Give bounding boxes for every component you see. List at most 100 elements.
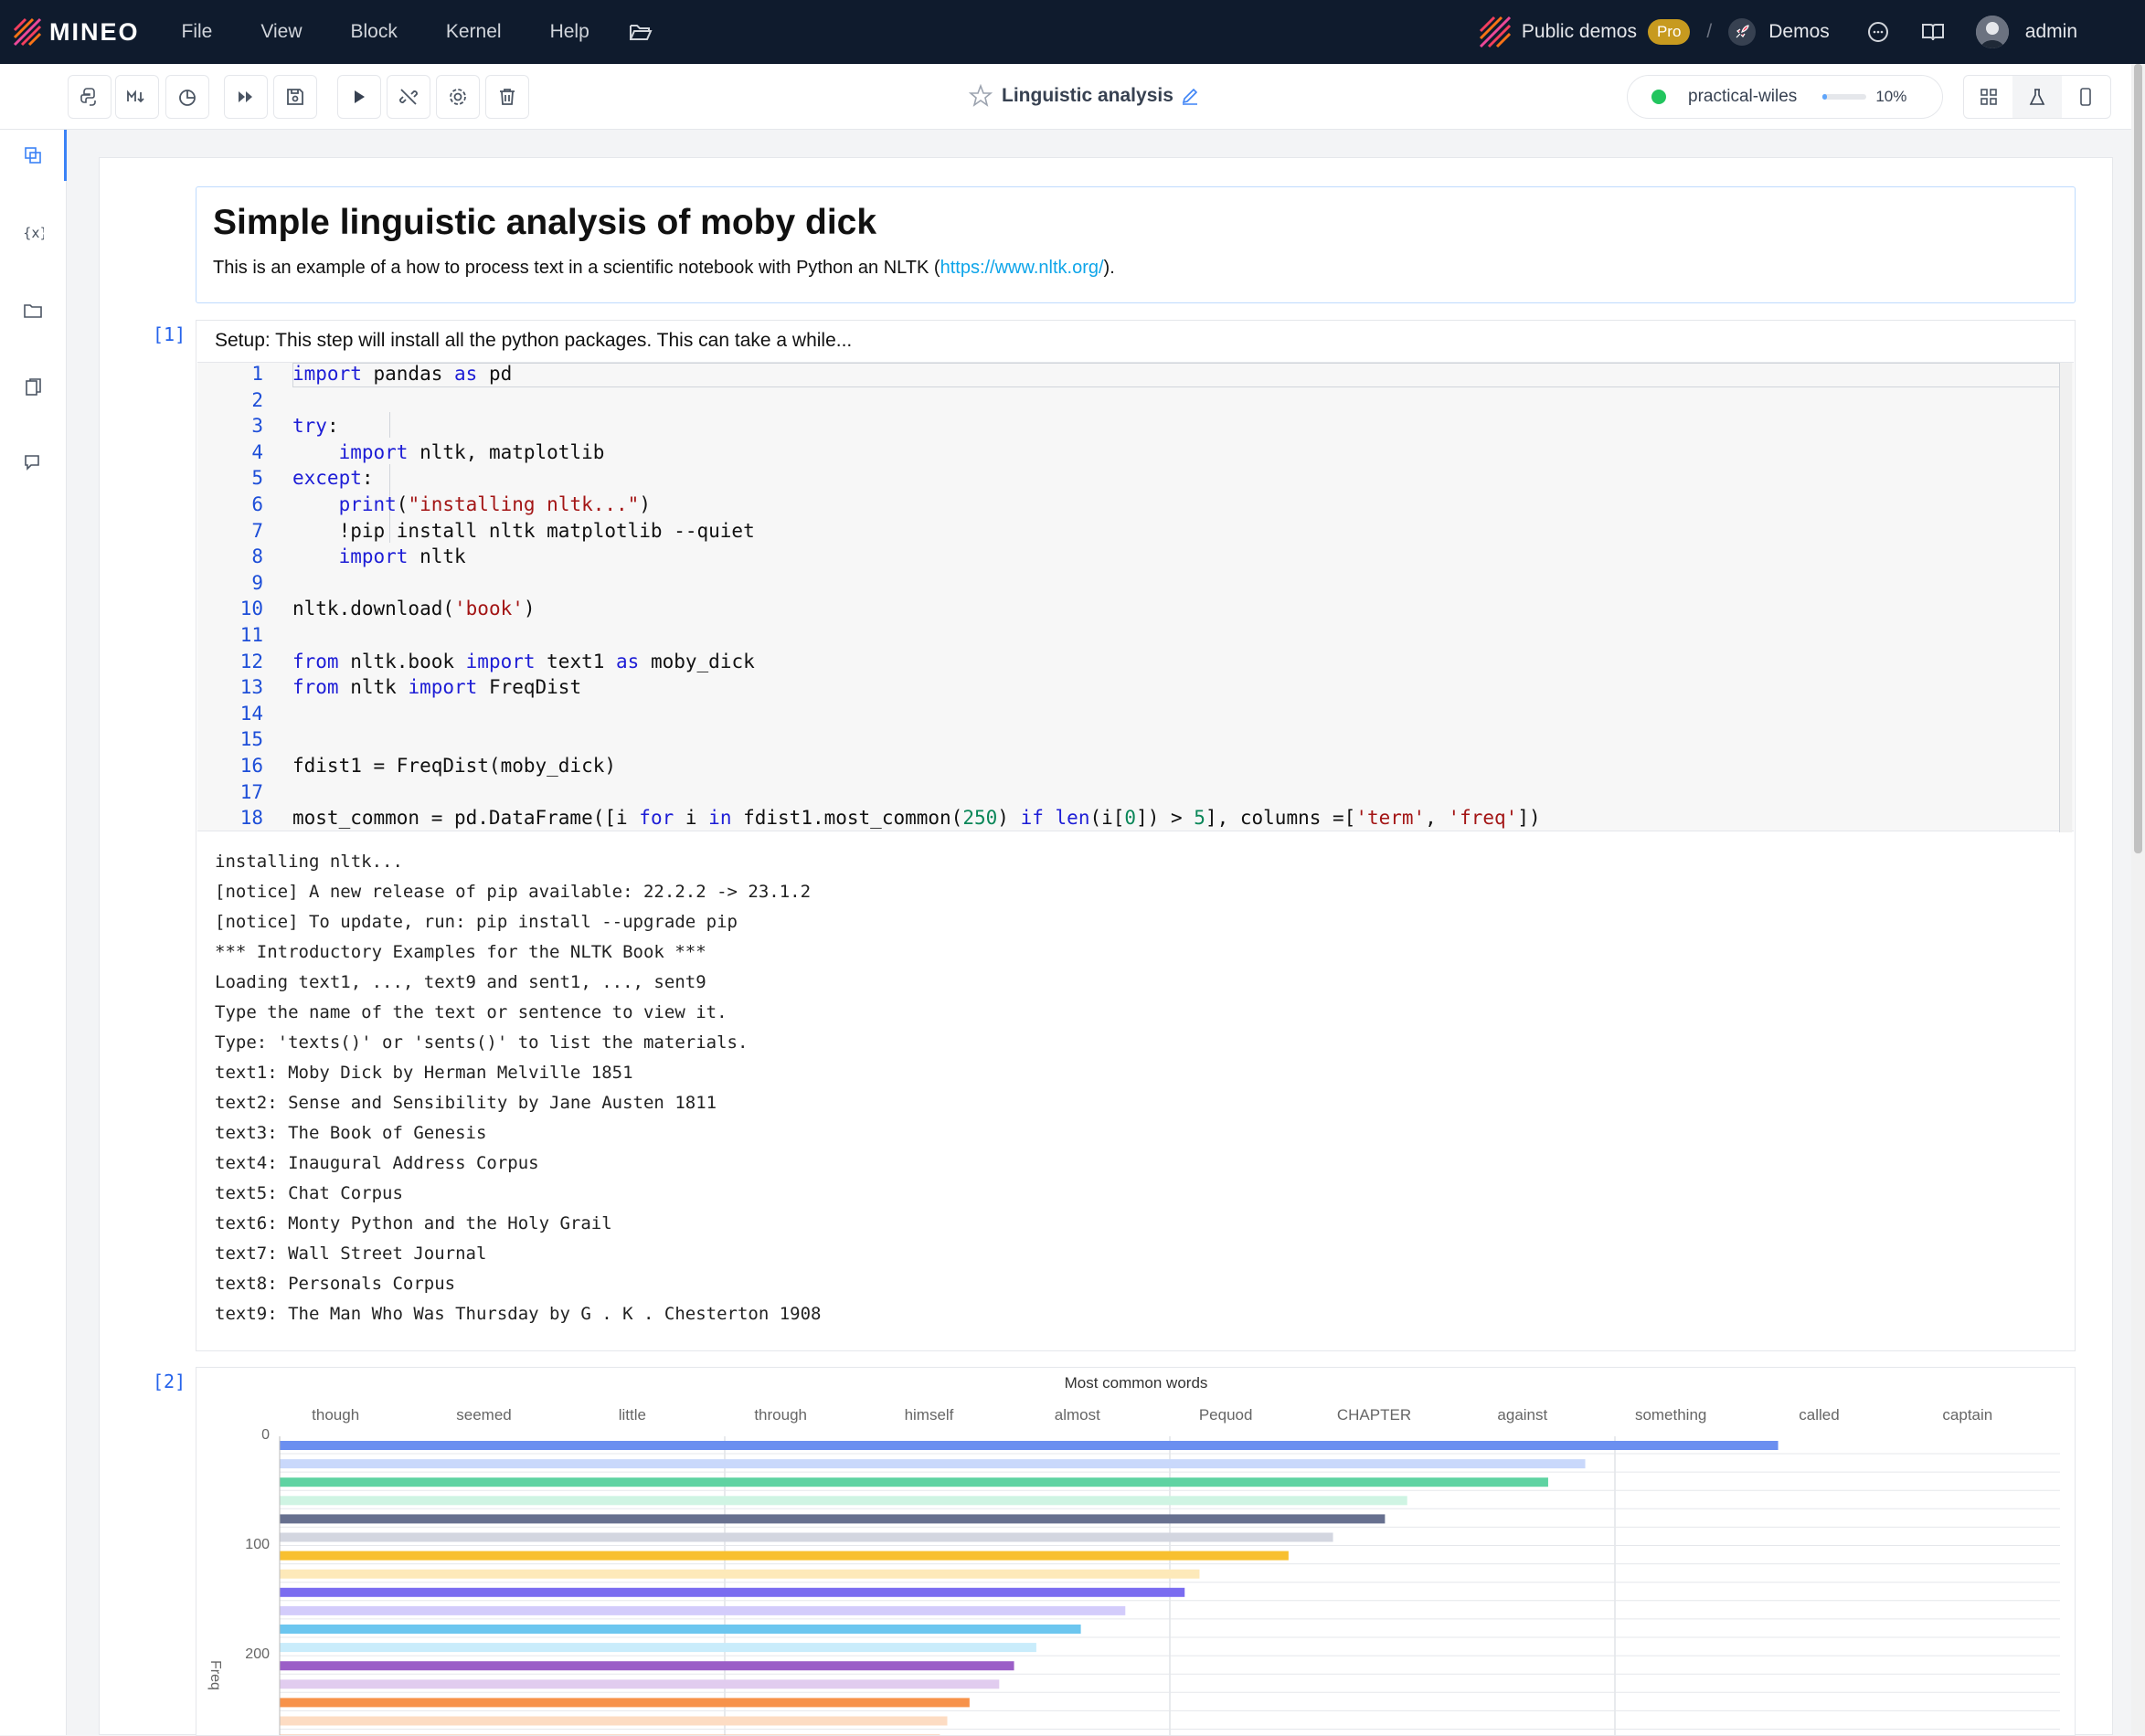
top-axis-label: captain xyxy=(1942,1406,1992,1424)
add-chart-block-button[interactable] xyxy=(165,75,209,119)
line-number: 2 xyxy=(251,388,263,411)
line-number: 6 xyxy=(251,493,263,515)
notebook-title: Linguistic analysis xyxy=(1002,85,1173,106)
notebook-canvas: Simple linguistic analysis of moby dick … xyxy=(99,157,2113,1736)
add-markdown-block-button[interactable] xyxy=(115,75,159,119)
line-number: 9 xyxy=(251,571,263,594)
nltk-link[interactable]: https://www.nltk.org/ xyxy=(940,258,1104,278)
folder-icon[interactable] xyxy=(22,300,44,322)
workspace-name: Public demos xyxy=(1521,21,1637,42)
settings-button[interactable] xyxy=(436,75,480,119)
bar xyxy=(280,1643,1036,1653)
bar xyxy=(280,1551,1289,1561)
run-all-button[interactable] xyxy=(224,75,268,119)
scrollbar-thumb[interactable] xyxy=(2134,64,2142,853)
cell-output: installing nltk... [notice] A new releas… xyxy=(215,852,821,1334)
variables-icon[interactable]: {x} xyxy=(22,221,44,243)
code-editor[interactable]: 1 import pandas as pd 2 3 try: 4 import nl… xyxy=(197,362,2074,832)
output-line: text4: Inaugural Address Corpus xyxy=(215,1153,539,1173)
mineo-logo[interactable]: MINEO xyxy=(13,17,140,47)
mobile-view-button[interactable] xyxy=(2062,76,2110,118)
notebook-toolbar: Linguistic analysis practical-wiles 10% xyxy=(0,64,2131,130)
bar xyxy=(280,1698,970,1708)
top-axis-label: seemed xyxy=(456,1406,511,1424)
main-menu: File View Block Kernel Help xyxy=(182,21,638,43)
delete-block-button[interactable] xyxy=(485,75,529,119)
top-axis-label: against xyxy=(1497,1406,1547,1424)
folder-open-icon[interactable] xyxy=(629,22,653,42)
y-tick-label: 0 xyxy=(261,1427,270,1443)
view-mode-switcher xyxy=(1963,75,2111,119)
kernel-status[interactable]: practical-wiles 10% xyxy=(1627,75,1943,119)
run-block-button[interactable] xyxy=(337,75,381,119)
bar xyxy=(280,1477,1548,1487)
markdown-cell[interactable]: Simple linguistic analysis of moby dick … xyxy=(196,186,2076,303)
menu-help[interactable]: Help xyxy=(549,21,589,42)
line-number: 12 xyxy=(239,650,263,672)
workspace-selector[interactable]: Public demos Pro xyxy=(1478,15,1691,49)
code-line: 5 except: xyxy=(197,467,2053,492)
top-axis-label: little xyxy=(619,1406,646,1424)
code-line: 7 !pip install nltk matplotlib --quiet xyxy=(197,520,2053,545)
line-number: 1 xyxy=(251,363,263,385)
unlink-icon xyxy=(399,89,418,105)
y-tick-label: 100 xyxy=(245,1537,270,1552)
add-python-block-button[interactable] xyxy=(68,75,111,119)
python-icon xyxy=(80,88,96,106)
edit-pencil-icon[interactable] xyxy=(1181,87,1199,105)
bar xyxy=(280,1587,1185,1597)
output-line: *** Introductory Examples for the NLTK B… xyxy=(215,942,706,962)
chart-title: Most common words xyxy=(1065,1374,1208,1392)
line-number: 8 xyxy=(251,545,263,568)
save-button[interactable] xyxy=(273,75,317,119)
grid-icon xyxy=(1980,89,1997,105)
notebook-view-button[interactable] xyxy=(2012,76,2062,118)
paragraph-text-end: ). xyxy=(1103,258,1115,278)
documentation-book-icon[interactable] xyxy=(1921,20,1945,44)
output-line: installing nltk... xyxy=(215,852,403,872)
bar xyxy=(280,1716,948,1726)
blocks-icon[interactable] xyxy=(22,144,44,166)
project-selector[interactable]: Demos xyxy=(1728,18,1830,46)
bar xyxy=(280,1441,1779,1450)
grid-view-button[interactable] xyxy=(1964,76,2012,118)
top-axis-label: through xyxy=(754,1406,807,1424)
code-line: 18 most_common = pd.DataFrame([i for i in… xyxy=(197,807,2053,832)
cell-prompt-1: [1] xyxy=(153,323,186,345)
code-line: 3 try: xyxy=(197,415,2053,440)
flask-icon xyxy=(2029,89,2045,105)
code-line: 13 from nltk import FreqDist xyxy=(197,676,2053,702)
editor-scrollbar[interactable] xyxy=(2059,363,2072,832)
chat-icon[interactable] xyxy=(1866,20,1890,44)
menu-file[interactable]: File xyxy=(181,21,213,42)
code-line: 4 import nltk, matplotlib xyxy=(197,441,2053,467)
avatar[interactable] xyxy=(1975,16,2009,48)
logo-text: MINEO xyxy=(49,17,140,46)
trash-icon xyxy=(500,89,515,105)
bar-chart: Most common words though seemed little throu… xyxy=(207,1374,2060,1735)
menu-view[interactable]: View xyxy=(260,21,303,42)
kernel-usage-label: 10% xyxy=(1875,88,1907,105)
star-icon[interactable] xyxy=(969,84,993,108)
output-line: text3: The Book of Genesis xyxy=(215,1123,487,1143)
svg-text:{x}: {x} xyxy=(23,225,44,241)
output-line: [notice] To update, run: pip install --u… xyxy=(215,912,738,932)
menu-kernel[interactable]: Kernel xyxy=(445,21,502,42)
code-line: 11 xyxy=(197,624,2053,650)
user-name[interactable]: admin xyxy=(2024,21,2077,42)
output-line: Type: 'texts()' or 'sents()' to list the… xyxy=(215,1032,749,1053)
bar xyxy=(280,1532,1333,1542)
line-number: 4 xyxy=(251,440,263,463)
comments-icon[interactable] xyxy=(22,451,44,473)
page-scrollbar[interactable] xyxy=(2131,64,2145,1735)
code-line: 9 xyxy=(197,572,2053,598)
pie-chart-icon xyxy=(179,90,196,106)
top-axis-label: himself xyxy=(905,1406,954,1424)
chart-cell[interactable]: Most common words though seemed little throu… xyxy=(196,1367,2076,1736)
disconnect-button[interactable] xyxy=(387,75,430,119)
clipboard-icon[interactable] xyxy=(22,376,44,398)
menu-block[interactable]: Block xyxy=(350,21,398,42)
mobile-icon xyxy=(2080,88,2092,106)
output-line: text2: Sense and Sensibility by Jane Aus… xyxy=(215,1093,717,1113)
line-number: 16 xyxy=(239,755,263,777)
